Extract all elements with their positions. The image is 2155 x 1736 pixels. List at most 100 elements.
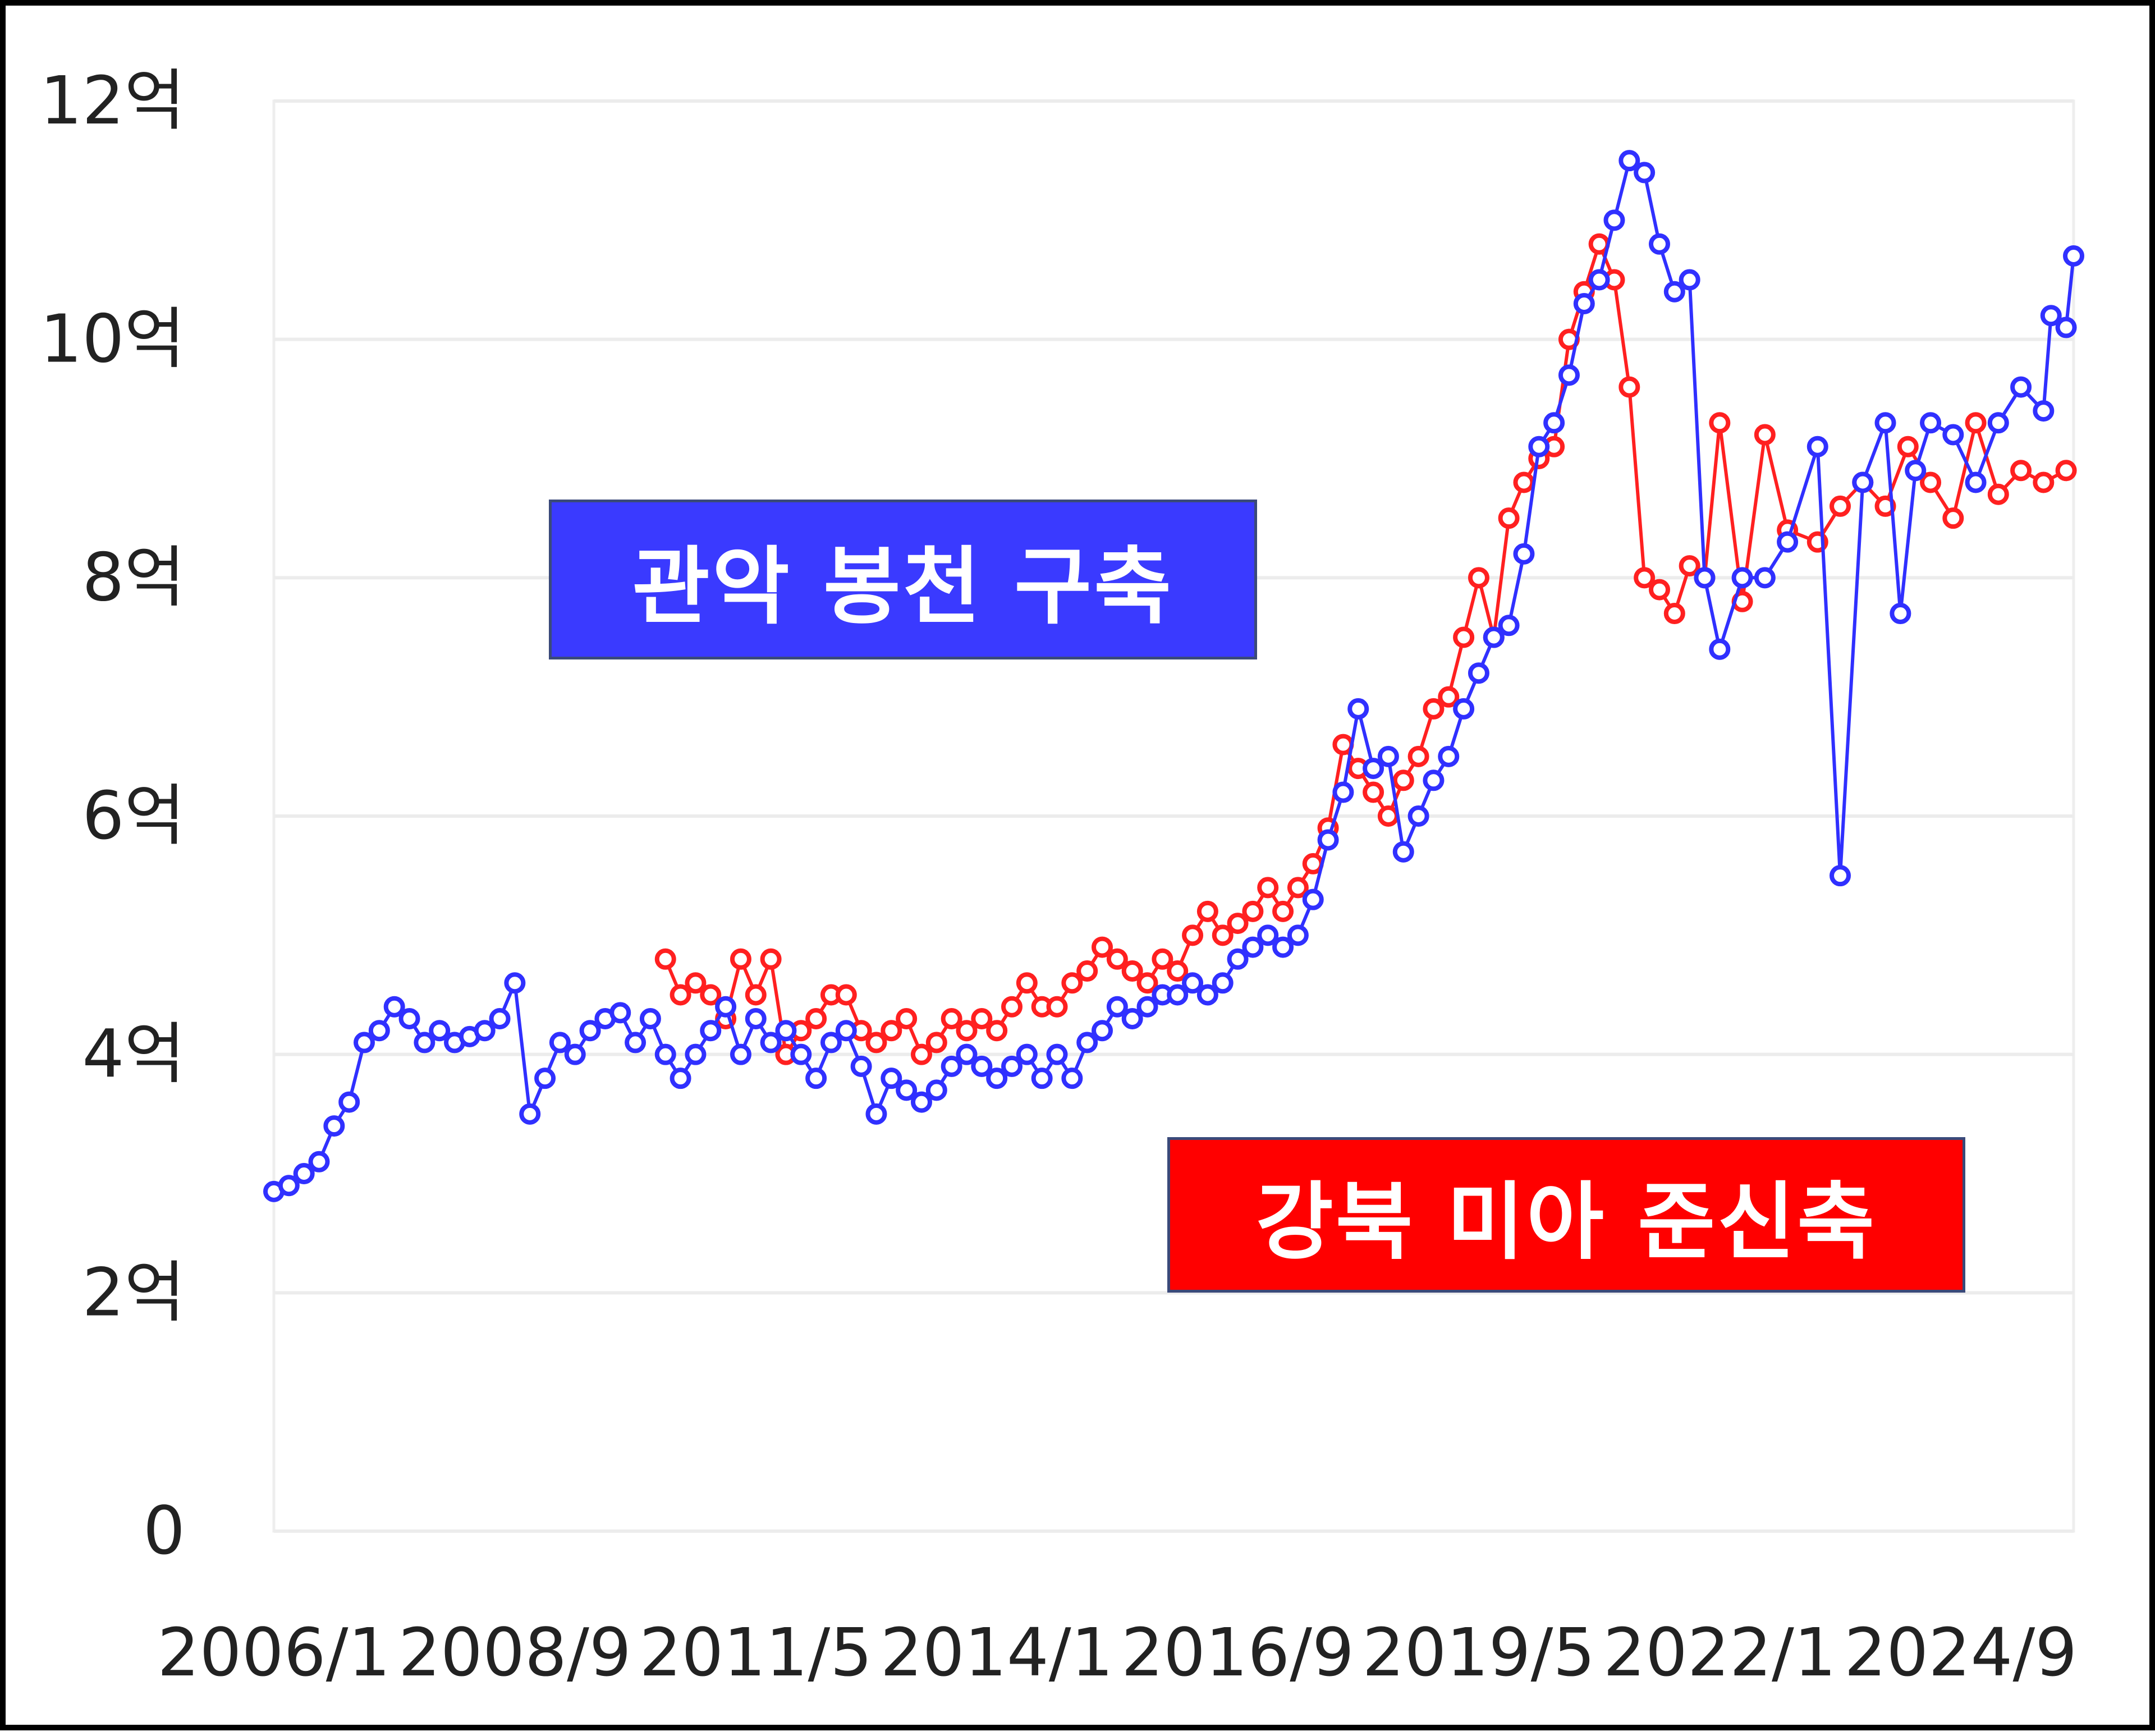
data-point	[1182, 972, 1204, 994]
annotation-gwanak-bongcheon: 관악 봉천 구축	[549, 500, 1257, 659]
data-point	[1377, 805, 1399, 827]
data-point	[1423, 698, 1445, 720]
data-point	[278, 1175, 300, 1197]
data-point	[1648, 579, 1670, 601]
data-point	[1709, 412, 1731, 434]
data-point	[625, 1032, 646, 1053]
data-point	[1558, 364, 1580, 386]
data-point	[820, 1032, 842, 1053]
y-tick-label: 12억	[40, 62, 185, 139]
data-point	[1942, 507, 1964, 529]
data-point	[1377, 745, 1399, 767]
data-point	[1468, 662, 1489, 684]
series-line	[273, 159, 2075, 1193]
data-point	[910, 1091, 932, 1113]
data-point	[639, 1007, 661, 1029]
data-point	[910, 1043, 932, 1065]
data-point	[1106, 996, 1128, 1018]
annotation-gangbuk-mia: 강북 미아 준신축	[1167, 1137, 1965, 1293]
data-point	[323, 1115, 345, 1137]
data-point	[2033, 400, 2055, 422]
data-point	[1618, 150, 1640, 172]
data-point	[1920, 412, 1942, 434]
data-point	[2040, 305, 2062, 327]
data-point	[865, 1103, 887, 1125]
data-point	[1754, 424, 1776, 446]
data-point	[805, 1007, 827, 1029]
data-point	[1806, 436, 1828, 457]
x-tick-label: 2014/1	[881, 1614, 1113, 1691]
data-point	[1648, 233, 1670, 255]
data-point	[670, 984, 691, 1006]
series-1	[263, 150, 2084, 1202]
x-tick-label: 2022/1	[1603, 1614, 1836, 1691]
data-point	[1196, 984, 1218, 1006]
data-point	[1905, 460, 1927, 482]
data-point	[1874, 412, 1896, 434]
data-point	[1001, 1055, 1023, 1077]
data-point	[1498, 615, 1520, 636]
data-point	[700, 1020, 722, 1042]
data-point	[1709, 638, 1731, 660]
data-point	[579, 1020, 601, 1042]
data-point	[414, 1032, 435, 1053]
data-point	[730, 1043, 751, 1065]
data-point	[1332, 781, 1354, 803]
x-tick-label: 2008/9	[398, 1614, 631, 1691]
data-point	[2055, 317, 2077, 338]
y-tick-label: 6억	[82, 777, 185, 854]
data-point	[489, 1007, 511, 1029]
data-point	[925, 1079, 947, 1101]
data-point	[1016, 972, 1038, 994]
y-tick-label: 2억	[82, 1253, 185, 1331]
data-point	[1483, 626, 1505, 648]
data-point	[293, 1163, 315, 1184]
data-point	[700, 984, 722, 1006]
data-point	[1227, 913, 1249, 935]
data-point	[1634, 567, 1656, 589]
y-tick-label: 4억	[82, 1015, 185, 1093]
data-point	[1046, 1043, 1068, 1065]
data-point	[1754, 567, 1776, 589]
data-point	[865, 1032, 887, 1053]
data-point	[1227, 948, 1249, 970]
data-point	[986, 1020, 1008, 1042]
data-point	[1897, 436, 1919, 457]
data-point	[1106, 948, 1128, 970]
data-point	[1031, 1068, 1053, 1089]
data-point	[1092, 1020, 1113, 1042]
data-point	[896, 1079, 918, 1101]
data-point	[835, 1020, 857, 1042]
data-point	[609, 1002, 631, 1024]
x-tick-label: 2016/9	[1121, 1614, 1354, 1691]
data-point	[519, 1103, 541, 1125]
x-tick-label: 2024/9	[1844, 1614, 2077, 1691]
data-point	[1287, 924, 1309, 946]
data-point	[1498, 507, 1520, 529]
data-point	[1468, 567, 1489, 589]
data-point	[1212, 924, 1234, 946]
data-point	[1046, 996, 1068, 1018]
data-point	[1679, 555, 1700, 577]
data-point	[1965, 471, 1987, 493]
data-point	[308, 1151, 330, 1172]
data-point	[1363, 781, 1384, 803]
data-point	[805, 1068, 827, 1089]
data-point	[1257, 877, 1279, 899]
data-point	[2010, 376, 2032, 398]
data-point	[1423, 769, 1445, 791]
data-point	[745, 1007, 767, 1029]
data-point	[1061, 972, 1083, 994]
data-point	[549, 1032, 571, 1053]
data-point	[941, 1007, 962, 1029]
data-point	[941, 1055, 962, 1077]
data-point	[715, 996, 737, 1018]
data-point	[760, 948, 782, 970]
data-point	[1874, 495, 1896, 517]
data-point	[1777, 531, 1799, 553]
data-point	[1242, 900, 1264, 922]
data-point	[534, 1068, 556, 1089]
data-point	[1634, 162, 1656, 184]
